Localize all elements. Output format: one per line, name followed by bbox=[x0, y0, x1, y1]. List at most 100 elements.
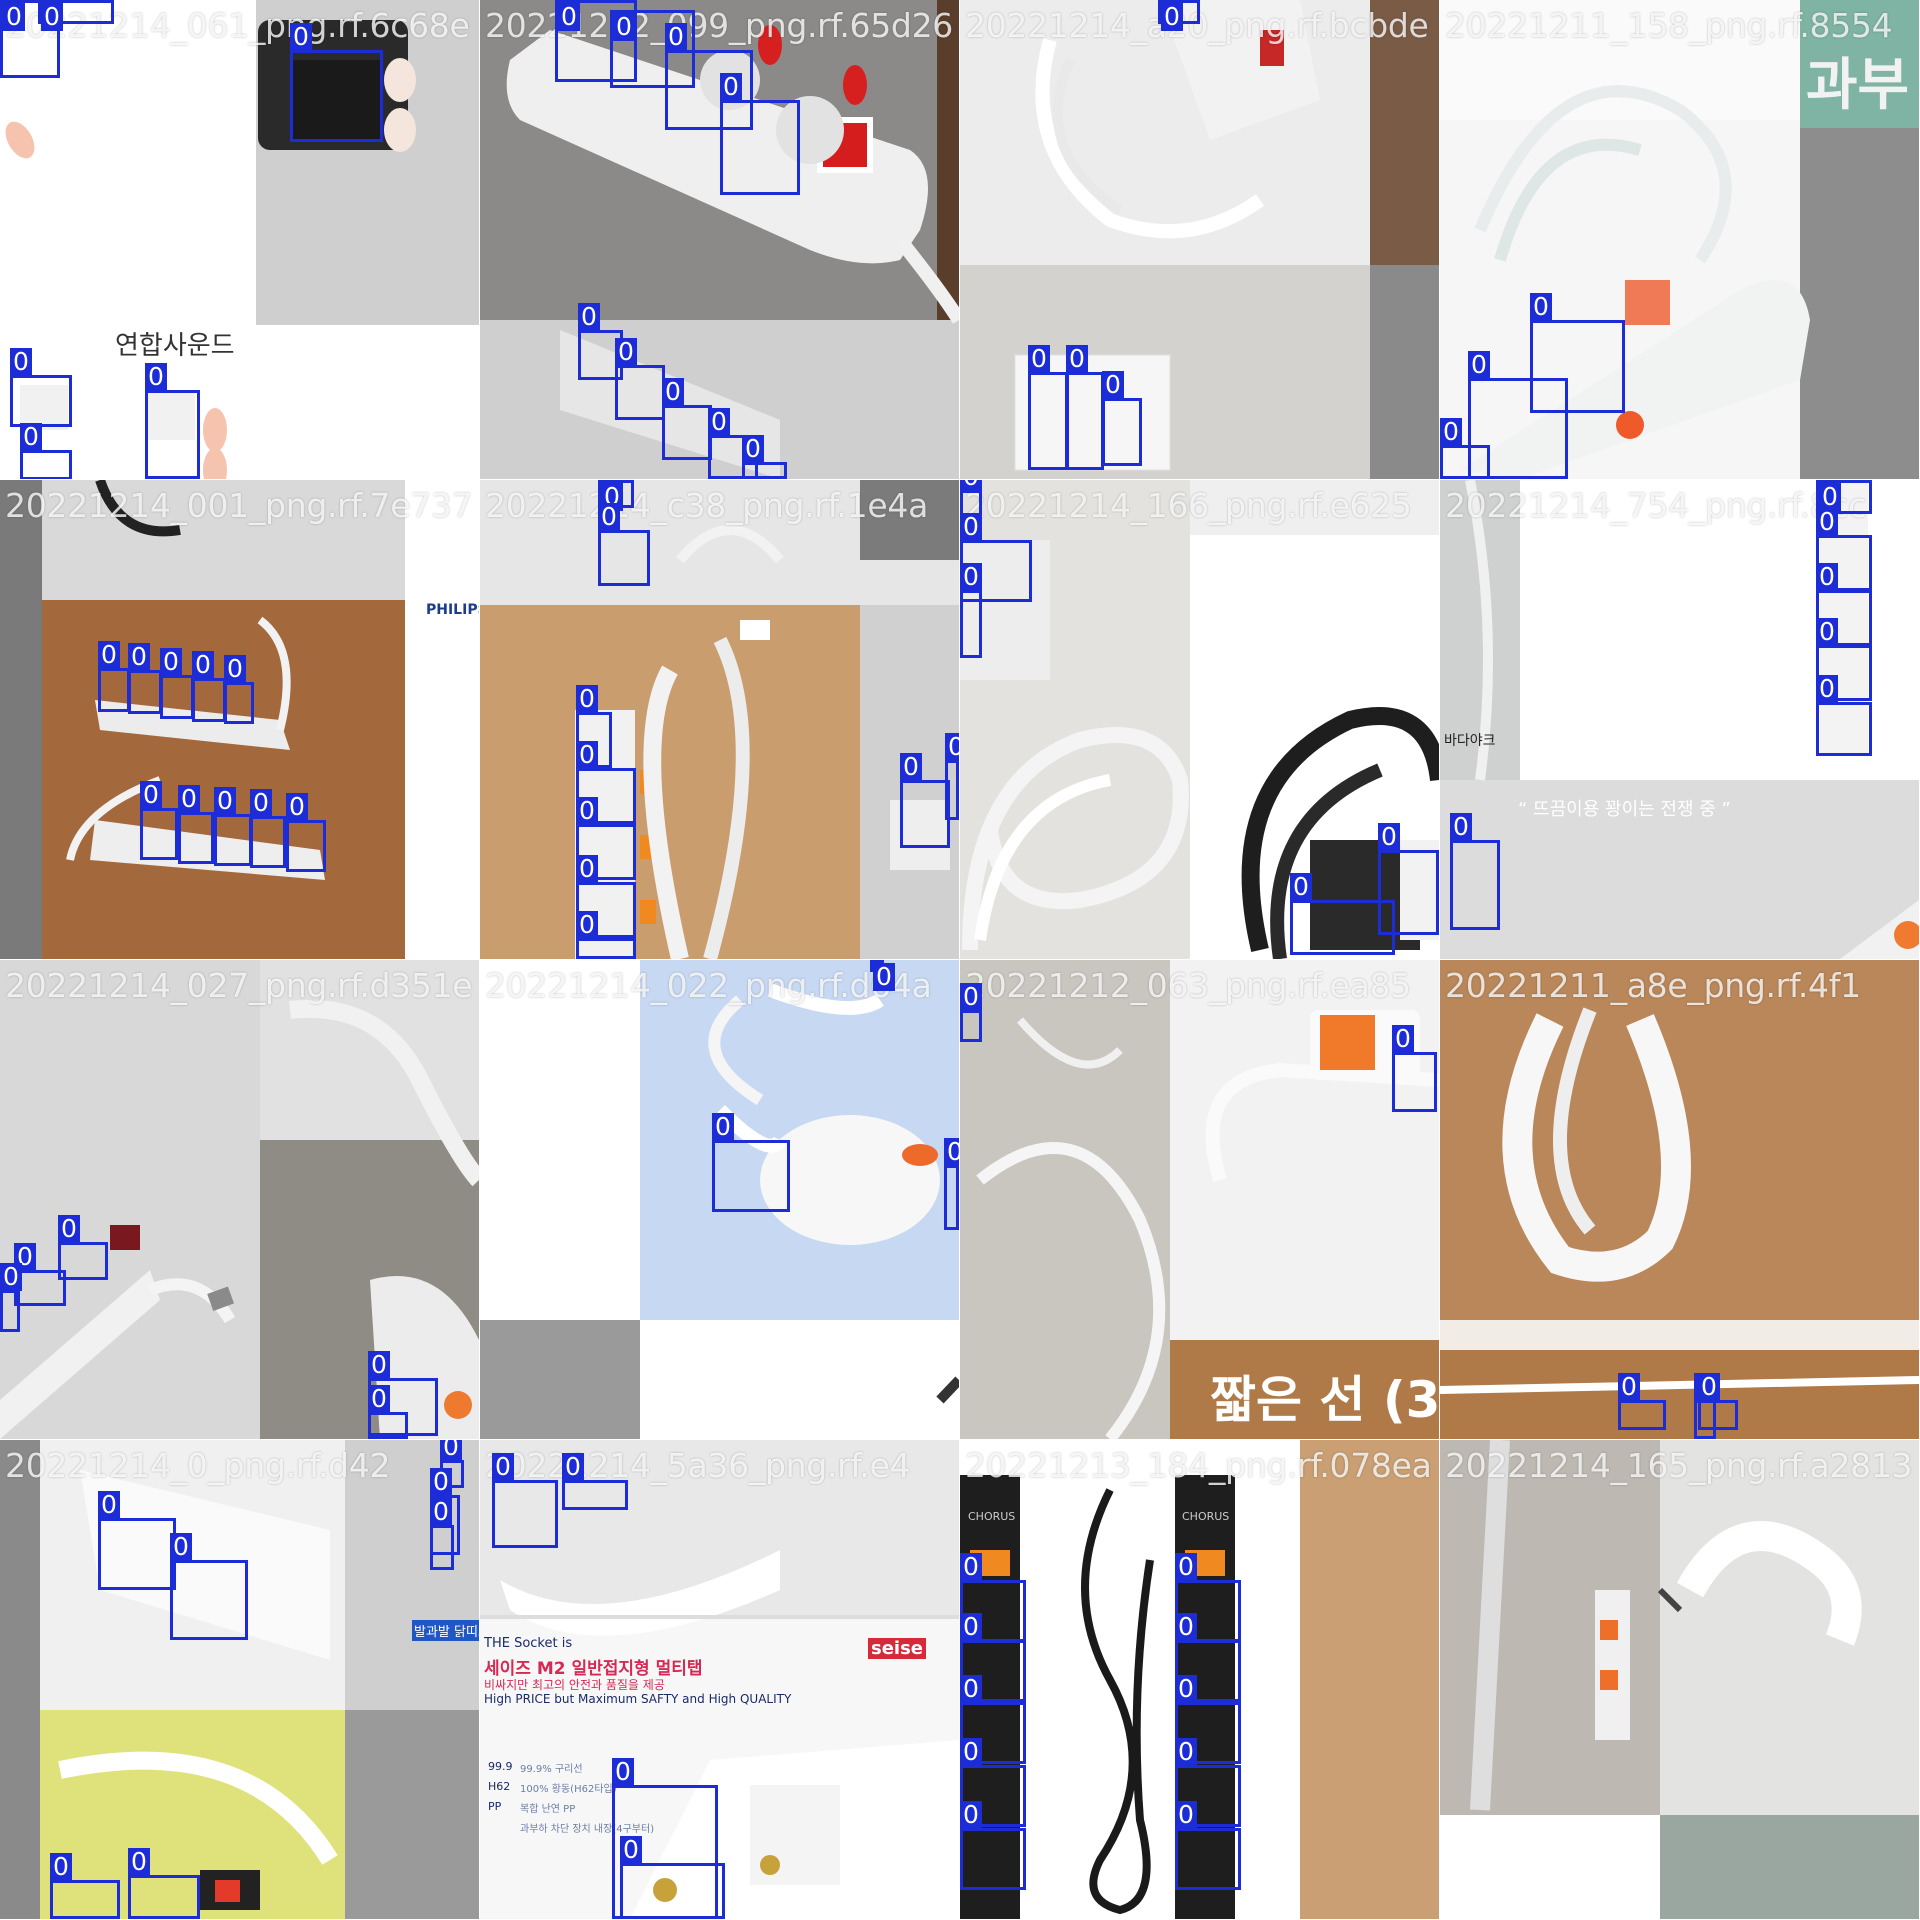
detection-box: 0 bbox=[562, 1453, 628, 1510]
detection-box: 0 bbox=[615, 338, 665, 420]
detection-box: 0 bbox=[58, 1215, 108, 1280]
detection-box: 0 bbox=[1816, 480, 1872, 514]
detection-box: 0 bbox=[1392, 1025, 1437, 1112]
tile-filename: 20221214_a20_png.rf.bcbde bbox=[965, 6, 1429, 45]
tile-11: 짧은 선 (3 20221212_063_png.rf.ea85 0 0 bbox=[960, 960, 1439, 1439]
detection-box: 0 bbox=[250, 789, 286, 868]
detection-box: 0 bbox=[430, 1498, 454, 1570]
spec-value-2: 100% 황동(H62타입) bbox=[520, 1784, 617, 1795]
tile-4-photo bbox=[1440, 0, 1919, 479]
detection-box: 0 bbox=[576, 741, 636, 824]
tile-filename: 20221214_022_png.rf.d64a bbox=[485, 966, 932, 1005]
tile-6-photo bbox=[480, 480, 959, 959]
detection-box: 0 bbox=[178, 785, 214, 864]
detection-box: 0 bbox=[440, 1440, 464, 1488]
tile-filename: 20221214_001_png.rf.7e737 bbox=[5, 486, 473, 525]
title-text: 세이즈 M2 일반접지형 멀티탭 bbox=[484, 1659, 703, 1679]
detection-box: 0 bbox=[128, 643, 162, 714]
tile-5-photo bbox=[0, 480, 479, 959]
tile-1-photo bbox=[0, 0, 479, 479]
tile-7: 20221214_166_png.rf.e625 0 0 0 0 0 bbox=[960, 480, 1439, 959]
spec-key-3: PP bbox=[488, 1800, 502, 1813]
detection-box: 0 bbox=[960, 983, 982, 1042]
detection-box: 0 bbox=[1816, 675, 1872, 756]
tile-filename: 20221214_165_png.rf.a2813 bbox=[1445, 1446, 1913, 1485]
brand-text: 연합사운드 bbox=[115, 331, 235, 361]
detection-box: 0 bbox=[944, 1138, 959, 1230]
tile-10-photo bbox=[480, 960, 959, 1439]
caption-text: 짧은 선 (3 bbox=[1210, 1371, 1439, 1429]
tile-2: 20221212_099_png.rf.65d26 0 0 0 0 0 0 0 … bbox=[480, 0, 959, 479]
detection-box: 0 bbox=[960, 1801, 1026, 1890]
tile-2-photo bbox=[480, 0, 959, 479]
detection-box: 0 bbox=[160, 648, 194, 719]
tile-14-photo bbox=[480, 1440, 959, 1919]
detection-box: 0 bbox=[708, 408, 758, 479]
detection-box: 0 bbox=[0, 1263, 22, 1332]
tile-14: THE Socket is 세이즈 M2 일반접지형 멀티탭 비싸지만 최고의 … bbox=[480, 1440, 959, 1919]
detection-box: 0 bbox=[610, 10, 695, 88]
detection-box: 0 bbox=[128, 1848, 200, 1919]
detection-box: 0 bbox=[368, 1385, 408, 1439]
detection-box: 0 bbox=[576, 911, 636, 959]
detection-box: 0 bbox=[870, 960, 895, 991]
tile-7-photo bbox=[960, 480, 1439, 959]
logo-text: seise bbox=[868, 1638, 927, 1659]
detection-box: 0 bbox=[0, 0, 60, 78]
detection-box: 0 bbox=[620, 1836, 725, 1919]
tile-16: 20221214_165_png.rf.a2813 bbox=[1440, 1440, 1919, 1919]
detection-box: 0 bbox=[555, 0, 637, 82]
tile-13-photo bbox=[0, 1440, 479, 1919]
detection-box: 0 bbox=[286, 793, 326, 872]
tile-filename: 20221214_754_png.rf.8cc bbox=[1445, 486, 1866, 525]
detection-box: 0 bbox=[50, 1853, 120, 1919]
brand-text-2: CHORUS bbox=[1182, 1510, 1230, 1523]
tile-9: 20221214_027_png.rf.d351e 0 0 0 0 0 bbox=[0, 960, 479, 1439]
tile-filename: 20221214_027_png.rf.d351e bbox=[5, 966, 473, 1005]
detection-box: 0 bbox=[38, 0, 114, 31]
spec-key-1: 99.9 bbox=[488, 1760, 513, 1773]
detection-box: 0 bbox=[1175, 1613, 1241, 1702]
tile-16-photo bbox=[1440, 1440, 1919, 1919]
corner-text: 과부 bbox=[1806, 53, 1910, 118]
detection-box: 0 bbox=[742, 435, 787, 479]
tile-filename: 20221213_184_png.rf.078ea bbox=[965, 1446, 1432, 1485]
tile-filename: 20221214_c38_png.rf.1e4a bbox=[485, 486, 928, 525]
detection-box: 0 bbox=[1175, 1675, 1241, 1764]
detection-box: 0 bbox=[430, 1468, 460, 1555]
tile-filename: 20221214_166_png.rf.e625 bbox=[965, 486, 1412, 525]
sub-text-1: 비싸지만 최고의 안전과 품질을 제공 bbox=[484, 1678, 665, 1692]
tile-8-photo bbox=[1440, 480, 1919, 959]
detection-box: 0 bbox=[1530, 293, 1625, 413]
detection-box: 0 bbox=[1175, 1738, 1241, 1827]
detection-box: 0 bbox=[1158, 0, 1200, 31]
detection-box: 0 bbox=[1450, 813, 1500, 930]
detection-box: 0 bbox=[1378, 823, 1439, 935]
detection-box: 0 bbox=[576, 855, 636, 938]
brand-text: 바다야크 bbox=[1444, 733, 1496, 749]
detection-box: 0 bbox=[1290, 873, 1395, 955]
spec-key-2: H62 bbox=[488, 1780, 511, 1793]
detection-box: 0 bbox=[960, 1613, 1026, 1702]
sticker-text: 발과발 닭띠오 bbox=[412, 1620, 479, 1641]
detection-box: 0 bbox=[900, 753, 950, 848]
detection-box: 0 bbox=[960, 1738, 1026, 1827]
header-text: THE Socket is bbox=[484, 1636, 573, 1651]
tile-13: 발과발 닭띠오 20221214_0_png.rf.d42 0 0 0 0 0 … bbox=[0, 1440, 479, 1919]
tile-filename: 20221211_158_png.rf.8554 bbox=[1445, 6, 1893, 45]
tile-9-photo bbox=[0, 960, 479, 1439]
detection-box: 0 bbox=[598, 503, 650, 586]
quote-text: “ 뜨끔이용 꽝이는 전쟁 중 ” bbox=[1518, 799, 1731, 820]
tile-11-photo bbox=[960, 960, 1439, 1439]
detection-box: 0 bbox=[1440, 418, 1490, 479]
brand-text-1: CHORUS bbox=[968, 1510, 1016, 1523]
detection-box: 0 bbox=[224, 655, 254, 724]
detection-box: 0 bbox=[1816, 618, 1872, 701]
tile-10: 20221214_022_png.rf.d64a 0 0 0 bbox=[480, 960, 959, 1439]
detection-box: 0 bbox=[960, 563, 982, 658]
spec-value-3: 복합 난연 PP bbox=[520, 1804, 576, 1815]
detection-box: 0 bbox=[1066, 345, 1104, 470]
detection-box: 0 bbox=[140, 781, 178, 860]
detection-box: 0 bbox=[1102, 371, 1142, 466]
detection-box: 0 bbox=[945, 733, 959, 820]
